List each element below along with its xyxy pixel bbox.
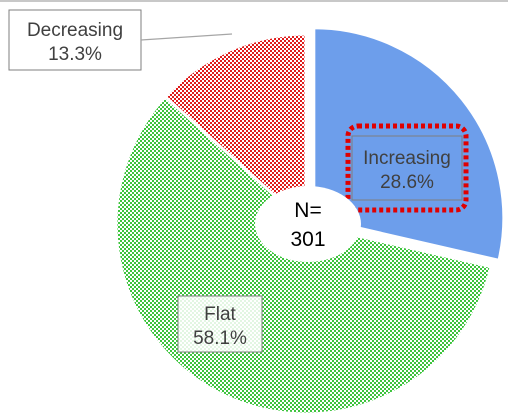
center-label-line2: 301 [290,228,325,251]
slice-label-frame [8,9,142,71]
slice-label-flat: Flat 58.1% [177,295,263,353]
donut-hole [255,186,361,262]
slice-label-frame [351,135,463,201]
leader-line [140,33,233,41]
slice-name-label: Decreasing [27,20,123,41]
labels-layer: Increasing 28.6% Flat 58.1% Decreasing 13.3% [8,9,469,353]
center-label-line1: N= [294,199,321,222]
slice-label-increasing: Increasing 28.6% [345,123,469,213]
slice-value-label: 13.3% [48,44,102,65]
pie-slice-decreasing [162,32,308,228]
slice-name-label: Flat [204,304,236,325]
slice-label-frame [177,295,263,353]
highlight-box [345,123,469,213]
slice-name-label: Increasing [363,148,451,169]
pie-slice-increasing [312,26,506,263]
center-label-group: N= 301 [255,186,361,262]
slice-value-label: 28.6% [380,172,434,193]
slice-value-label: 58.1% [193,328,247,349]
slice-label-decreasing: Decreasing 13.3% [8,9,142,71]
